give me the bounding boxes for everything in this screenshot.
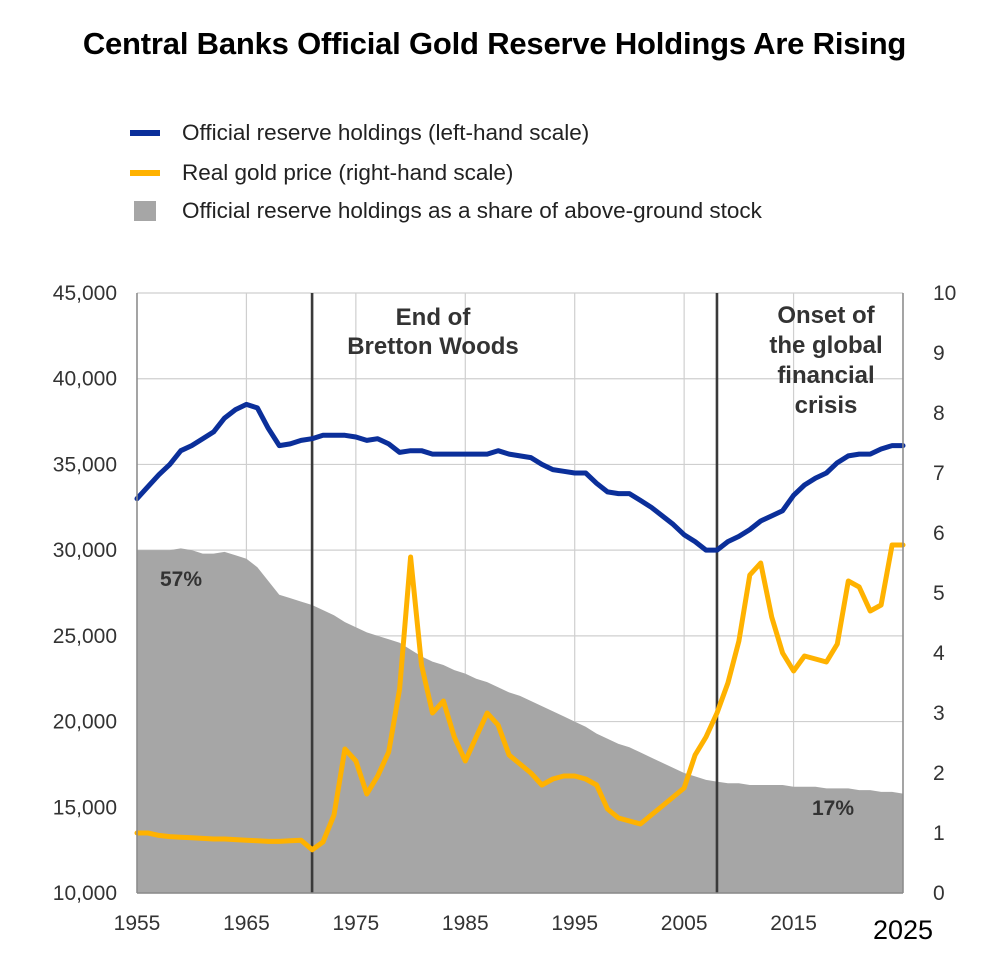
y-left-tick-label: 20,000	[53, 711, 117, 734]
x-tick-label: 1965	[223, 912, 270, 935]
y-right-tick-label: 1	[933, 822, 945, 845]
y-right-tick-label: 2	[933, 762, 945, 785]
y-left-tick-label: 25,000	[53, 625, 117, 648]
x-tick-label: 1975	[332, 912, 379, 935]
legend-label-share: Official reserve holdings as a share of …	[182, 198, 762, 223]
y-left-tick-label: 45,000	[53, 282, 117, 305]
y-right-tick-label: 6	[933, 522, 945, 545]
annotation-financial-crisis: the global	[769, 332, 882, 359]
y-left-tick-label: 35,000	[53, 453, 117, 476]
annotation-bretton-woods: Bretton Woods	[347, 333, 519, 360]
x-tick-label: 2025	[873, 915, 933, 945]
y-right-tick-label: 9	[933, 342, 945, 365]
legend-label-reserves: Official reserve holdings (left-hand sca…	[182, 120, 590, 145]
y-right-tick-label: 8	[933, 402, 945, 425]
y-left-tick-label: 10,000	[53, 882, 117, 905]
chart-title: Central Banks Official Gold Reserve Hold…	[82, 26, 907, 61]
y-right-tick-label: 0	[933, 882, 945, 905]
share-start-label: 57%	[160, 568, 202, 591]
annotation-financial-crisis: Onset of	[777, 302, 875, 329]
y-right-tick-label: 3	[933, 702, 945, 725]
share-end-label: 17%	[812, 797, 854, 820]
legend-swatch-share	[134, 201, 156, 221]
y-left-tick-label: 40,000	[53, 368, 117, 391]
event-markers	[310, 293, 719, 893]
y-right-tick-label: 5	[933, 582, 945, 605]
price-line	[134, 542, 906, 853]
share-area	[137, 548, 903, 893]
legend-item-reserves: Official reserve holdings (left-hand sca…	[130, 120, 589, 146]
axes	[136, 293, 904, 894]
x-tick-label: 2005	[661, 912, 708, 935]
tick-labels: 10,000 15,000 20,000 25,000 30,000 35,000 40,0…	[53, 282, 957, 945]
legend-swatch-reserves	[130, 130, 160, 136]
y-right-tick-label: 10	[933, 282, 956, 305]
legend-label-price: Real gold price (right-hand scale)	[182, 160, 514, 185]
reserves-line	[134, 401, 906, 553]
legend-item-price: Real gold price (right-hand scale)	[130, 160, 513, 186]
x-tick-label: 1985	[442, 912, 489, 935]
annotation-bretton-woods: End of	[396, 304, 472, 331]
x-tick-label: 1995	[551, 912, 598, 935]
legend-swatch-price	[130, 170, 160, 176]
legend-item-share: Official reserve holdings as a share of …	[130, 198, 762, 224]
y-left-tick-label: 30,000	[53, 539, 117, 562]
y-right-tick-label: 7	[933, 462, 945, 485]
annotation-financial-crisis: crisis	[795, 392, 858, 419]
y-right-tick-label: 4	[933, 642, 945, 665]
annotation-financial-crisis: financial	[777, 362, 874, 389]
y-left-tick-label: 15,000	[53, 796, 117, 819]
x-tick-label: 1955	[114, 912, 161, 935]
x-tick-label: 2015	[770, 912, 817, 935]
